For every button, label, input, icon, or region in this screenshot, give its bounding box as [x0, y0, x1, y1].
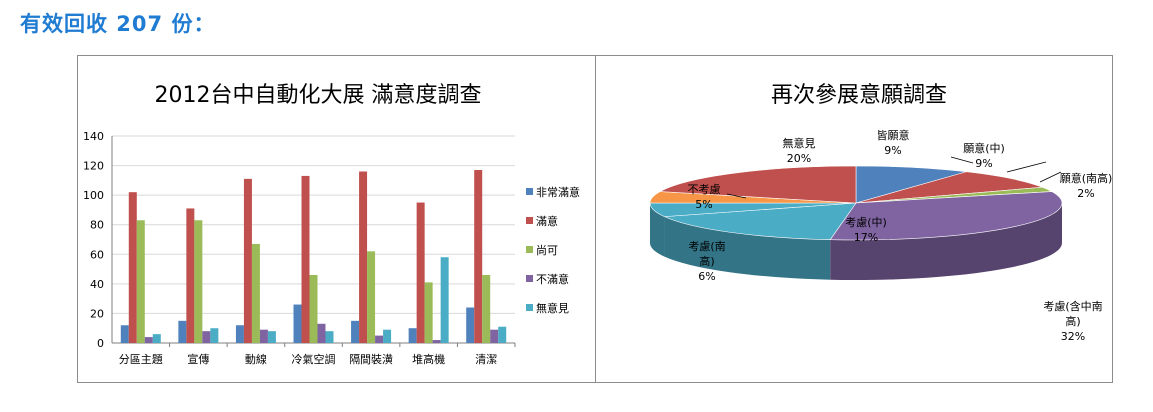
pie-label: 考慮(南	[688, 239, 725, 253]
legend-swatch	[526, 304, 533, 311]
pie-label: 願意(南高)	[1060, 171, 1112, 185]
bar	[144, 337, 153, 343]
bar	[474, 170, 483, 343]
pie-label: 考慮(中)	[845, 215, 887, 229]
bar	[152, 334, 161, 343]
pie-percent: 6%	[698, 270, 715, 283]
pie-percent: 5%	[695, 198, 712, 211]
pie-slice	[855, 171, 1043, 204]
bar	[309, 274, 318, 343]
bar	[259, 329, 268, 343]
y-tick-label: 20	[90, 307, 104, 320]
bar	[186, 208, 195, 343]
bar	[293, 304, 302, 343]
legend-swatch	[526, 217, 533, 224]
pie-label: 願意(中)	[963, 141, 1005, 155]
x-tick-label: 堆高機	[412, 352, 445, 366]
legend-label: 非常滿意	[536, 185, 580, 199]
bar	[432, 340, 441, 343]
bar	[490, 329, 499, 343]
y-tick-label: 60	[90, 248, 104, 261]
bar	[351, 320, 360, 343]
bar-chart: 2012台中自動化大展 滿意度調查 0 20 40 60 80 100 120 140 分區主題…	[83, 83, 580, 366]
chart-divider	[595, 56, 596, 382]
pie-percent: 32%	[1061, 330, 1085, 343]
pie-label: 皆願意	[877, 128, 910, 142]
y-tick-label: 80	[90, 219, 104, 232]
legend-label: 無意見	[536, 301, 569, 315]
bar	[243, 178, 252, 343]
bar	[317, 323, 326, 343]
pie-slice-side	[650, 203, 665, 257]
bar	[408, 328, 417, 343]
pie-percent: 9%	[884, 144, 901, 157]
bar	[383, 329, 392, 343]
x-tick-label: 宣傳	[187, 352, 209, 366]
pie-chart-title: 再次參展意願調查	[771, 83, 947, 108]
bar	[498, 326, 507, 343]
y-tick-label: 100	[83, 189, 104, 202]
bar	[482, 274, 491, 343]
bar	[251, 243, 260, 343]
bar	[194, 220, 203, 343]
bar	[416, 202, 425, 343]
leader-line	[1006, 161, 1047, 173]
pie-slice-side	[830, 203, 1062, 280]
bar	[136, 220, 145, 343]
bar	[178, 320, 187, 343]
bar	[210, 328, 219, 343]
x-tick-label: 隔間裝潢	[349, 353, 393, 366]
bar	[375, 335, 384, 343]
leader-line	[950, 156, 974, 164]
legend-swatch	[526, 246, 533, 253]
pie-slice-side	[664, 216, 831, 280]
legend-label: 滿意	[536, 214, 558, 228]
x-tick-label: 清潔	[475, 352, 497, 366]
bar	[367, 251, 376, 343]
bar	[120, 325, 129, 343]
bar	[325, 331, 334, 343]
x-tick-label: 冷氣空調	[292, 352, 336, 366]
charts-frame: 2012台中自動化大展 滿意度調查 0 20 40 60 80 100 120 140 分區主題…	[77, 55, 1113, 383]
bar	[202, 331, 211, 343]
pie-percent: 2%	[1077, 187, 1094, 200]
y-tick-label: 0	[97, 337, 104, 350]
y-tick-label: 140	[83, 130, 104, 143]
x-tick-label: 分區主題	[119, 353, 163, 366]
legend-label: 不滿意	[536, 272, 569, 286]
y-tick-label: 120	[83, 160, 104, 173]
bar	[235, 325, 244, 343]
bar	[359, 171, 368, 343]
pie-label: 無意見	[783, 136, 816, 150]
page-heading: 有效回收 207 份：	[20, 12, 216, 36]
legend-swatch	[526, 275, 533, 282]
pie-label: 考慮(含中南	[1043, 299, 1102, 313]
pie-label: 高)	[699, 254, 714, 268]
pie-slice	[829, 191, 1063, 241]
x-tick-label: 動線	[245, 352, 267, 366]
bar	[466, 307, 475, 343]
bar	[128, 192, 137, 343]
pie-label: 不考慮	[688, 182, 721, 196]
bar	[424, 282, 433, 343]
bar	[267, 331, 276, 343]
bar	[301, 175, 310, 343]
pie-slice	[664, 202, 857, 241]
bar	[440, 257, 449, 343]
pie-slice	[659, 165, 857, 204]
pie-percent: 17%	[854, 231, 878, 244]
pie-slice	[855, 165, 967, 204]
leader-line	[1039, 171, 1062, 183]
bar-chart-title: 2012台中自動化大展 滿意度調查	[155, 83, 482, 108]
y-tick-label: 40	[90, 278, 104, 291]
pie-percent: 9%	[975, 157, 992, 170]
pie-label: 高)	[1065, 314, 1080, 328]
legend-label: 尚可	[536, 243, 558, 257]
legend-swatch	[526, 188, 533, 195]
pie-percent: 20%	[787, 152, 811, 165]
leader-line	[726, 193, 747, 199]
